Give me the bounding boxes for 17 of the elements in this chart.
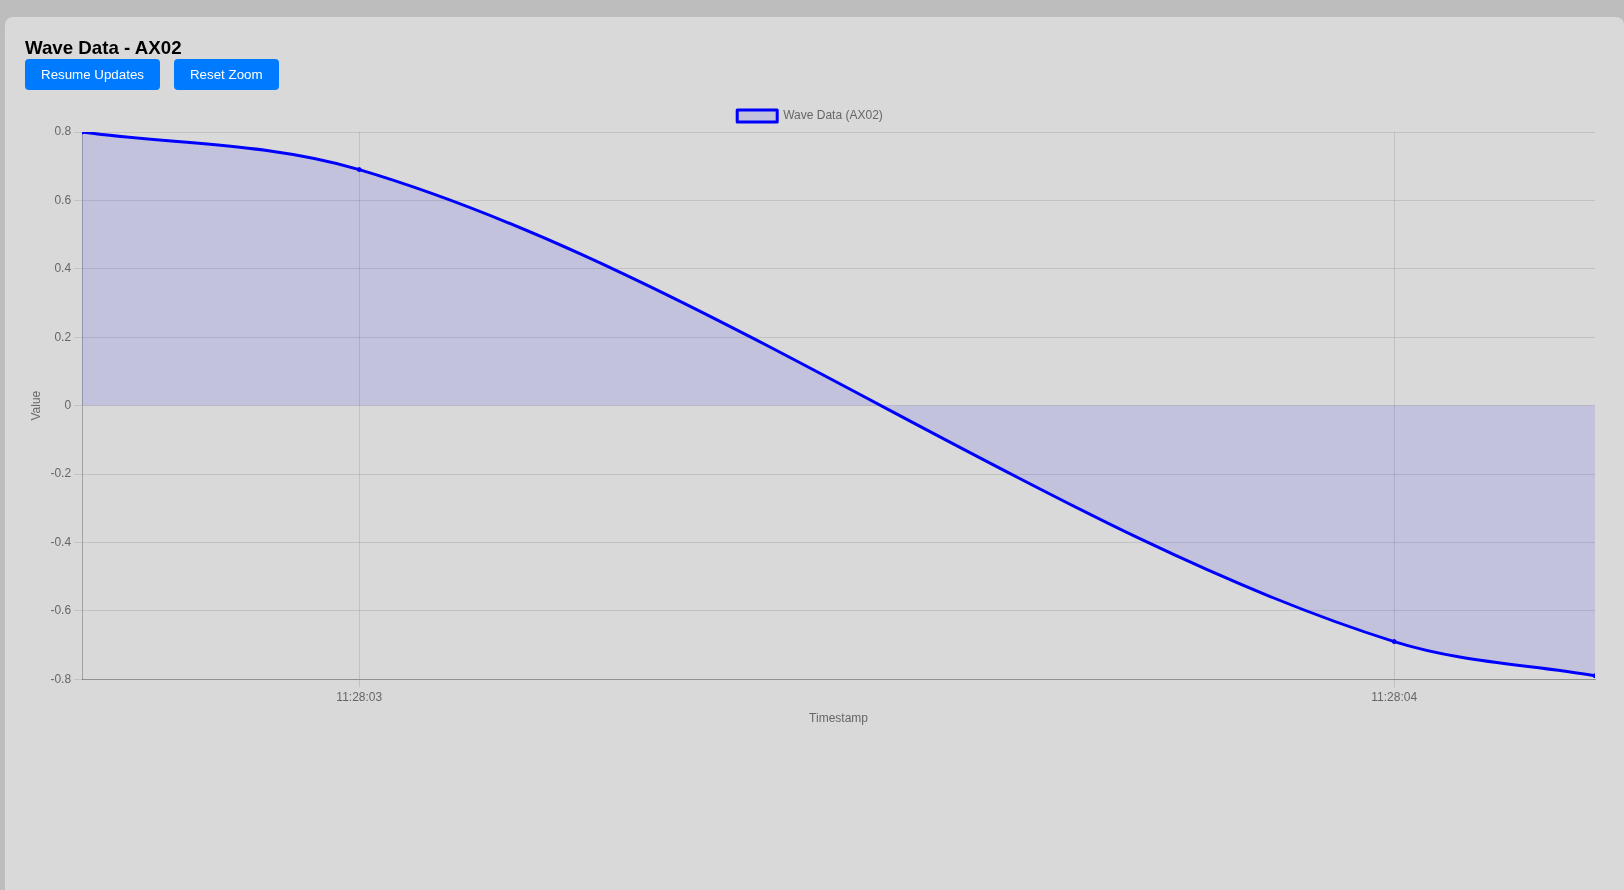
legend-label: Wave Data (AX02) [783, 108, 883, 123]
x-tick-label: 11:28:04 [1371, 689, 1418, 704]
y-axis-title: Value [28, 390, 43, 421]
y-tick-label: 0 [64, 397, 72, 412]
y-tick-label: -0.2 [50, 466, 72, 481]
y-tick-label: -0.6 [50, 603, 72, 618]
button: Reset Zoom [174, 59, 279, 90]
y-tick-label: 0.2 [54, 329, 72, 344]
y-tick-label: 0.6 [54, 192, 72, 207]
y-tick-label: -0.8 [50, 671, 72, 686]
x-tick-label: 11:28:03 [336, 689, 383, 704]
y-tick-label: 0.8 [54, 124, 72, 139]
x-axis-title: Timestamp [809, 711, 869, 726]
button: Resume Updates [25, 59, 160, 90]
chart-title: Wave Data - AX02 [25, 37, 182, 59]
y-tick-label: -0.4 [50, 534, 72, 549]
y-tick-label: 0.4 [54, 261, 72, 276]
